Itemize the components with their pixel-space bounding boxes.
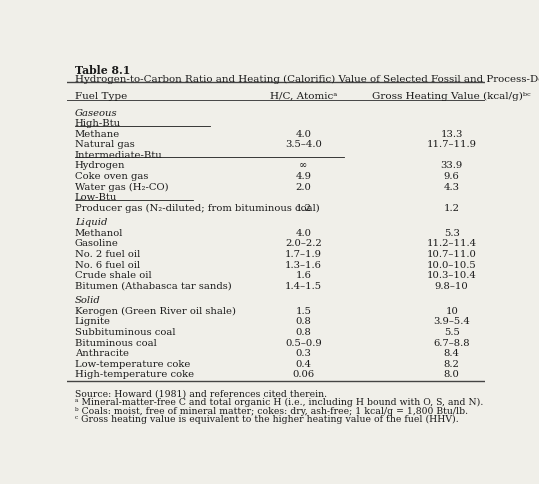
Text: 4.3: 4.3 bbox=[444, 182, 460, 191]
Text: 11.7–11.9: 11.7–11.9 bbox=[427, 140, 476, 149]
Text: Crude shale oil: Crude shale oil bbox=[75, 271, 151, 280]
Text: 1.2: 1.2 bbox=[444, 203, 460, 212]
Text: Liquid: Liquid bbox=[75, 218, 107, 227]
Text: Methanol: Methanol bbox=[75, 228, 123, 237]
Text: Kerogen (Green River oil shale): Kerogen (Green River oil shale) bbox=[75, 306, 236, 315]
Text: 1.5: 1.5 bbox=[295, 306, 312, 315]
Text: 10.3–10.4: 10.3–10.4 bbox=[427, 271, 476, 280]
Text: 8.0: 8.0 bbox=[444, 369, 460, 378]
Text: 2.0: 2.0 bbox=[295, 182, 312, 191]
Text: 1.6: 1.6 bbox=[295, 271, 312, 280]
Text: Producer gas (N₂-diluted; from bituminous coal): Producer gas (N₂-diluted; from bituminou… bbox=[75, 203, 320, 212]
Text: Anthracite: Anthracite bbox=[75, 348, 129, 357]
Text: 5.5: 5.5 bbox=[444, 327, 460, 336]
Text: Fuel Type: Fuel Type bbox=[75, 92, 127, 101]
Text: Hydrogen: Hydrogen bbox=[75, 161, 126, 170]
Text: 2.0–2.2: 2.0–2.2 bbox=[285, 239, 322, 248]
Text: Hydrogen-to-Carbon Ratio and Heating (Calorific) Value of Selected Fossil and Pr: Hydrogen-to-Carbon Ratio and Heating (Ca… bbox=[75, 75, 539, 84]
Text: ᵃ Mineral-matter-free C and total organic H (i.e., including H bound with O, S, : ᵃ Mineral-matter-free C and total organi… bbox=[75, 397, 483, 406]
Text: Natural gas: Natural gas bbox=[75, 140, 135, 149]
Text: 1.7–1.9: 1.7–1.9 bbox=[285, 249, 322, 258]
Text: Gasoline: Gasoline bbox=[75, 239, 119, 248]
Text: High-Btu: High-Btu bbox=[75, 119, 121, 128]
Text: Water gas (H₂-CO): Water gas (H₂-CO) bbox=[75, 182, 169, 191]
Text: 10: 10 bbox=[445, 306, 458, 315]
Text: 1.2: 1.2 bbox=[295, 203, 312, 212]
Text: 4.9: 4.9 bbox=[295, 172, 312, 181]
Text: 4.0: 4.0 bbox=[295, 228, 312, 237]
Text: Methane: Methane bbox=[75, 129, 120, 138]
Text: 8.2: 8.2 bbox=[444, 359, 460, 368]
Text: ᵇ Coals: moist, free of mineral matter; cokes: dry, ash-free; 1 kcal/g = 1,800 B: ᵇ Coals: moist, free of mineral matter; … bbox=[75, 406, 468, 415]
Text: Low-Btu: Low-Btu bbox=[75, 193, 118, 202]
Text: 0.8: 0.8 bbox=[295, 327, 312, 336]
Text: Subbituminous coal: Subbituminous coal bbox=[75, 327, 175, 336]
Text: 9.6: 9.6 bbox=[444, 172, 460, 181]
Text: 13.3: 13.3 bbox=[440, 129, 463, 138]
Text: Coke oven gas: Coke oven gas bbox=[75, 172, 148, 181]
Text: High-temperature coke: High-temperature coke bbox=[75, 369, 194, 378]
Text: 0.8: 0.8 bbox=[295, 317, 312, 326]
Text: 0.06: 0.06 bbox=[292, 369, 314, 378]
Text: Lignite: Lignite bbox=[75, 317, 111, 326]
Text: H/C, Atomicᵃ: H/C, Atomicᵃ bbox=[270, 92, 337, 101]
Text: 4.0: 4.0 bbox=[295, 129, 312, 138]
Text: 8.4: 8.4 bbox=[444, 348, 460, 357]
Text: Table 8.1: Table 8.1 bbox=[75, 65, 130, 76]
Text: 0.5–0.9: 0.5–0.9 bbox=[285, 338, 322, 347]
Text: 6.7–8.8: 6.7–8.8 bbox=[433, 338, 470, 347]
Text: 10.0–10.5: 10.0–10.5 bbox=[427, 260, 476, 269]
Text: 0.3: 0.3 bbox=[295, 348, 312, 357]
Text: 9.8–10: 9.8–10 bbox=[435, 281, 468, 290]
Text: ∞: ∞ bbox=[299, 161, 308, 170]
Text: 0.4: 0.4 bbox=[295, 359, 312, 368]
Text: Bituminous coal: Bituminous coal bbox=[75, 338, 157, 347]
Text: 3.5–4.0: 3.5–4.0 bbox=[285, 140, 322, 149]
Text: 10.7–11.0: 10.7–11.0 bbox=[427, 249, 476, 258]
Text: ᶜ Gross heating value is equivalent to the higher heating value of the fuel (HHV: ᶜ Gross heating value is equivalent to t… bbox=[75, 414, 459, 424]
Text: Intermediate-Btu: Intermediate-Btu bbox=[75, 151, 163, 160]
Text: 5.3: 5.3 bbox=[444, 228, 460, 237]
Text: Solid: Solid bbox=[75, 296, 101, 304]
Text: Source: Howard (1981) and references cited therein.: Source: Howard (1981) and references cit… bbox=[75, 389, 327, 397]
Text: 11.2–11.4: 11.2–11.4 bbox=[427, 239, 476, 248]
Text: Bitumen (Athabasca tar sands): Bitumen (Athabasca tar sands) bbox=[75, 281, 232, 290]
Text: 33.9: 33.9 bbox=[440, 161, 463, 170]
Text: Gaseous: Gaseous bbox=[75, 108, 118, 117]
Text: No. 2 fuel oil: No. 2 fuel oil bbox=[75, 249, 140, 258]
Text: Gross Heating Value (kcal/g)ᵇᶜ: Gross Heating Value (kcal/g)ᵇᶜ bbox=[372, 92, 531, 101]
Text: 3.9–5.4: 3.9–5.4 bbox=[433, 317, 470, 326]
Text: 1.3–1.6: 1.3–1.6 bbox=[285, 260, 322, 269]
Text: No. 6 fuel oil: No. 6 fuel oil bbox=[75, 260, 140, 269]
Text: 1.4–1.5: 1.4–1.5 bbox=[285, 281, 322, 290]
Text: Low-temperature coke: Low-temperature coke bbox=[75, 359, 190, 368]
